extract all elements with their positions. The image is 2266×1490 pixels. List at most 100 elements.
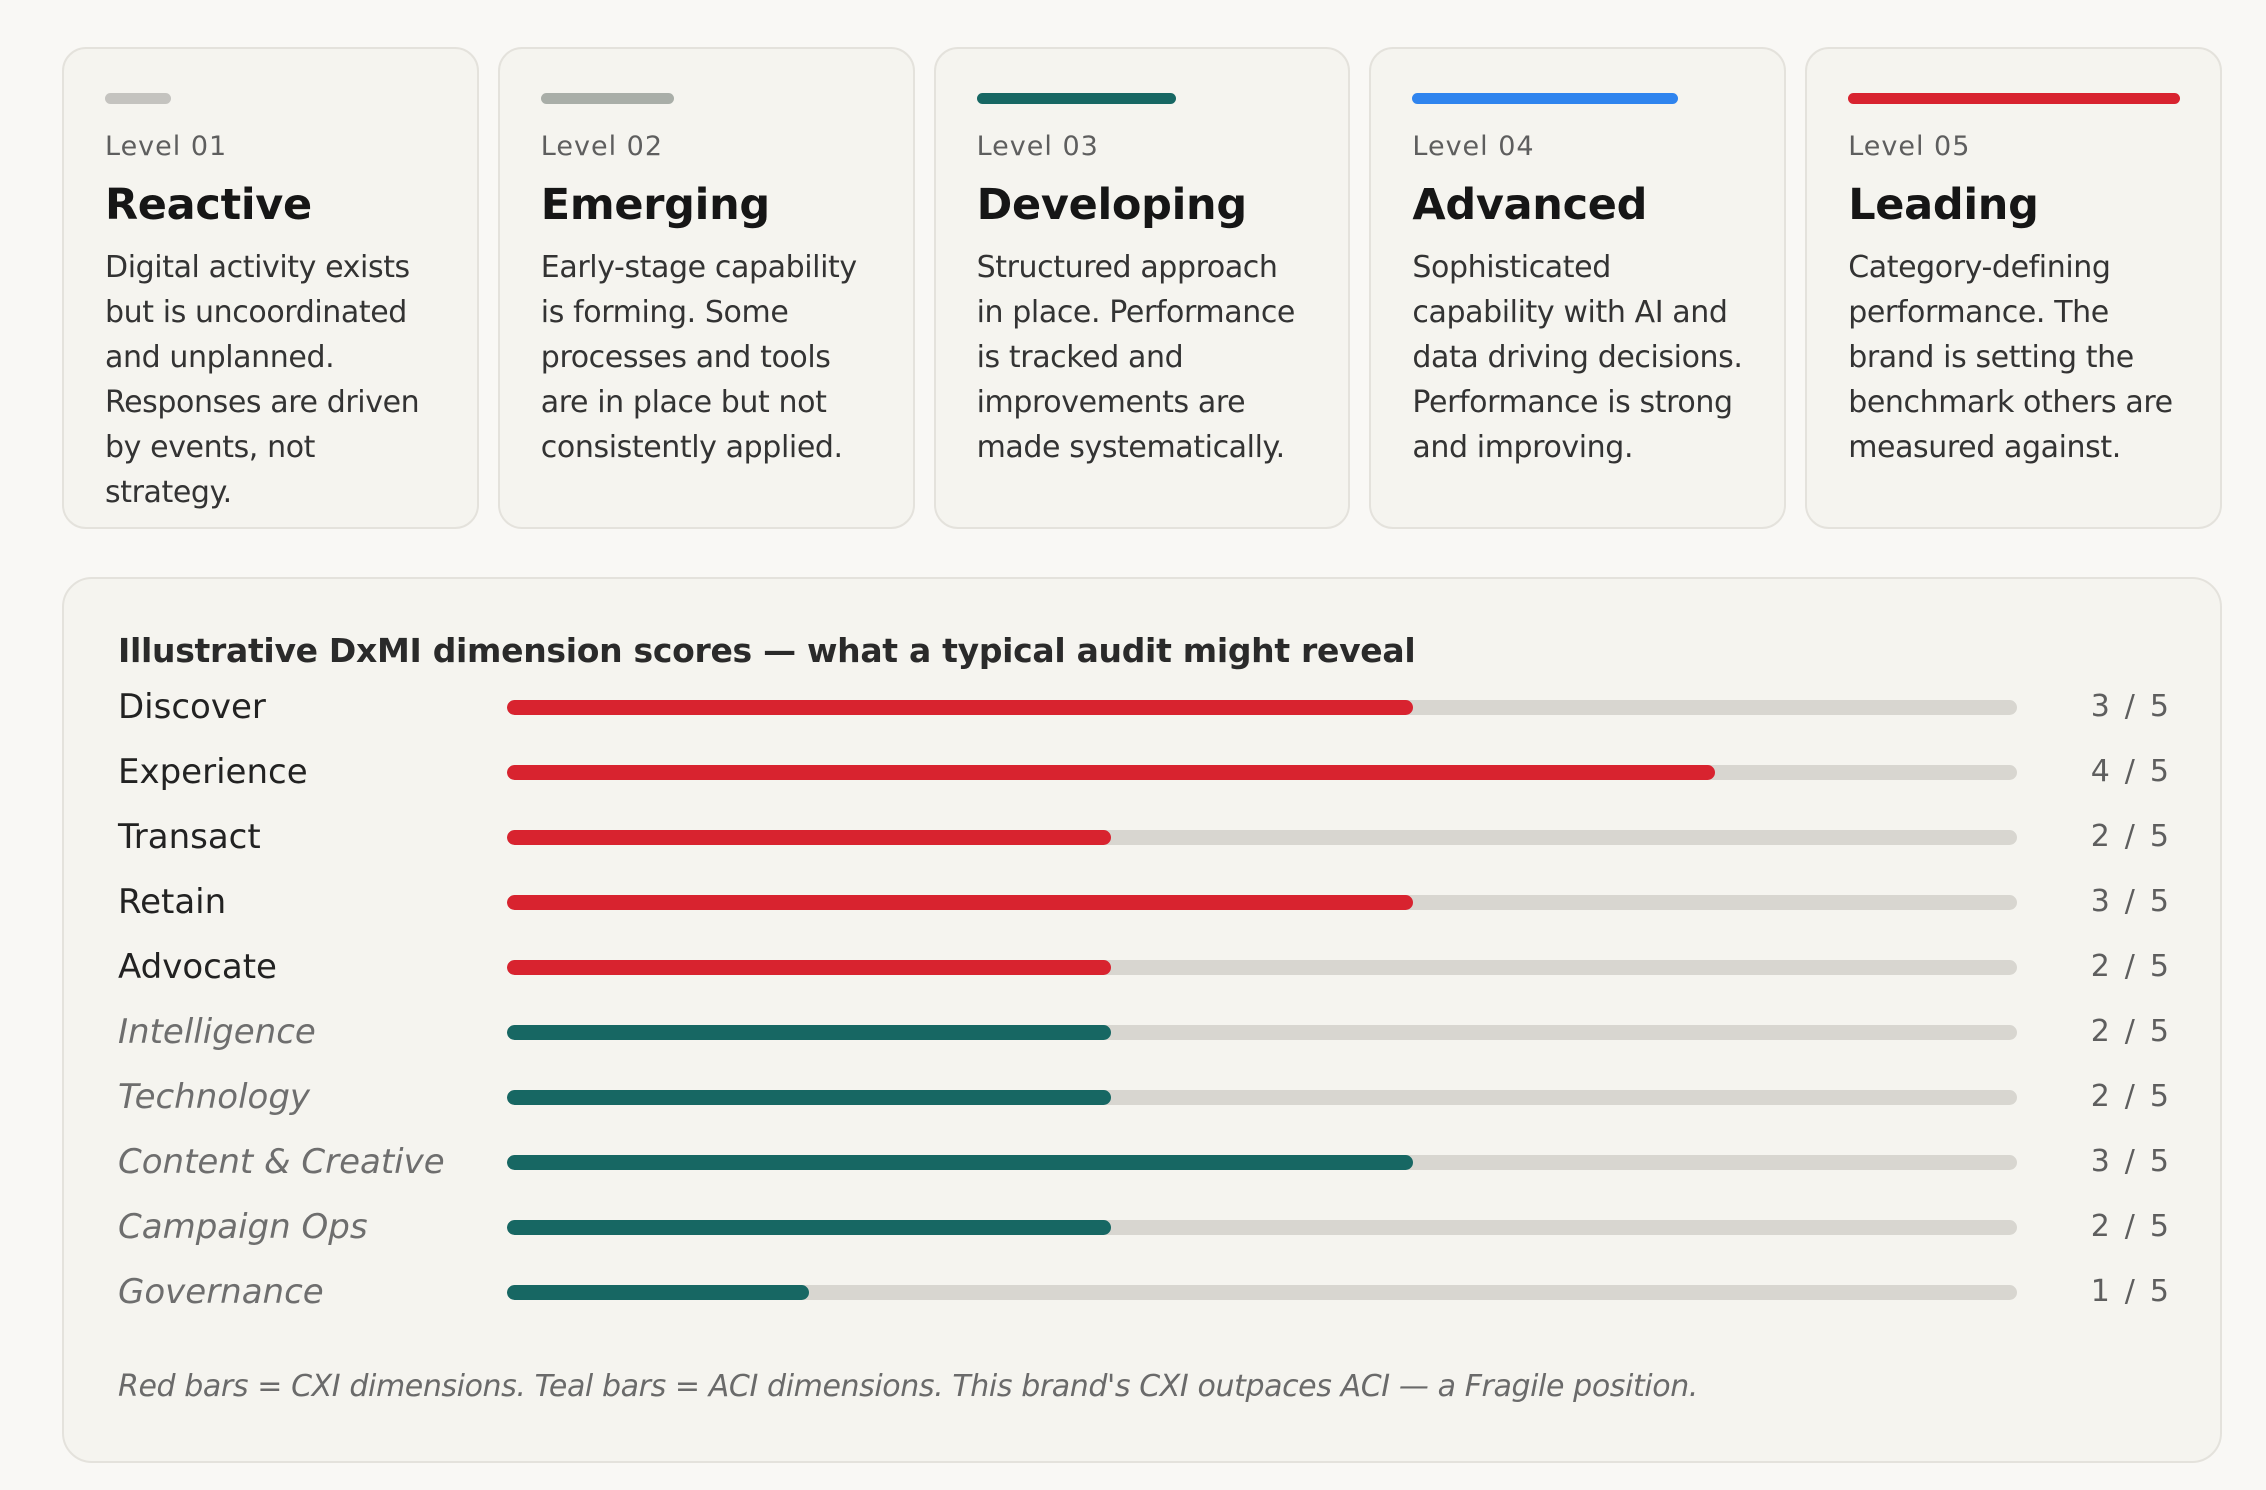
score-number: 2 bbox=[2090, 1079, 2111, 1114]
level-name: Emerging bbox=[540, 180, 770, 230]
score-separator: / bbox=[2124, 1274, 2136, 1309]
dimension-label: Governance bbox=[118, 1272, 324, 1312]
score-separator: / bbox=[2124, 1209, 2136, 1244]
level-accent-bar bbox=[976, 93, 1176, 104]
score-number: 3 bbox=[2090, 1144, 2111, 1179]
level-accent-bar bbox=[1848, 93, 2180, 104]
score-value: 2 / 5 bbox=[2091, 1071, 2170, 1123]
level-card-developing: Level 03 Developing Structured approach … bbox=[933, 47, 1351, 529]
score-value: 3 / 5 bbox=[2091, 876, 2170, 928]
score-number: 2 bbox=[2090, 819, 2111, 854]
dimension-label: Campaign Ops bbox=[118, 1207, 368, 1247]
level-description: Digital activity exists but is uncoordin… bbox=[105, 250, 420, 510]
score-bar-aci bbox=[507, 1285, 809, 1300]
score-bar-track bbox=[507, 895, 2017, 910]
score-separator: / bbox=[2124, 949, 2136, 984]
score-bar-track bbox=[507, 1090, 2017, 1105]
dimension-label: Retain bbox=[118, 882, 227, 922]
score-row: Campaign Ops 2 / 5 bbox=[118, 1201, 2170, 1253]
score-number: 3 bbox=[2090, 689, 2111, 724]
score-row: Intelligence 2 / 5 bbox=[118, 1006, 2170, 1058]
level-card-emerging: Level 02 Emerging Early-stage capability… bbox=[497, 47, 915, 529]
score-bar-track bbox=[507, 1155, 2017, 1170]
level-description: Sophisticated capability with AI and dat… bbox=[1412, 250, 1743, 465]
level-description: Category-defining performance. The brand… bbox=[1848, 250, 2173, 465]
score-row: Technology 2 / 5 bbox=[118, 1071, 2170, 1123]
score-row: Content & Creative 3 / 5 bbox=[118, 1136, 2170, 1188]
score-number: 1 bbox=[2090, 1274, 2111, 1309]
score-value: 3 / 5 bbox=[2091, 1136, 2170, 1188]
score-bar-aci bbox=[507, 1025, 1111, 1040]
level-card-advanced: Level 04 Advanced Sophisticated capabili… bbox=[1369, 47, 1787, 529]
score-bar-track bbox=[507, 1025, 2017, 1040]
score-row: Transact 2 / 5 bbox=[118, 811, 2170, 863]
score-max: 5 bbox=[2149, 1144, 2170, 1179]
score-max: 5 bbox=[2149, 1079, 2170, 1114]
score-value: 3 / 5 bbox=[2091, 681, 2170, 733]
score-max: 5 bbox=[2149, 1209, 2170, 1244]
dimension-scores-panel: Illustrative DxMI dimension scores — wha… bbox=[62, 577, 2222, 1463]
dimension-label: Experience bbox=[118, 752, 308, 792]
score-value: 2 / 5 bbox=[2091, 941, 2170, 993]
score-max: 5 bbox=[2149, 754, 2170, 789]
score-bar-track bbox=[507, 1220, 2017, 1235]
score-number: 4 bbox=[2090, 754, 2111, 789]
score-number: 3 bbox=[2090, 884, 2111, 919]
maturity-levels: Level 01 Reactive Digital activity exist… bbox=[62, 47, 2222, 529]
score-max: 5 bbox=[2149, 1274, 2170, 1309]
score-value: 2 / 5 bbox=[2091, 811, 2170, 863]
score-bar-aci bbox=[507, 1155, 1413, 1170]
score-row: Retain 3 / 5 bbox=[118, 876, 2170, 928]
score-separator: / bbox=[2124, 884, 2136, 919]
level-number: Level 01 bbox=[105, 131, 228, 162]
level-number: Level 05 bbox=[1848, 131, 1971, 162]
score-bar-cxi bbox=[507, 960, 1111, 975]
score-max: 5 bbox=[2149, 689, 2170, 724]
dimension-label: Discover bbox=[118, 687, 266, 727]
level-number: Level 04 bbox=[1412, 131, 1535, 162]
level-accent-bar bbox=[1412, 93, 1678, 104]
score-row: Experience 4 / 5 bbox=[118, 746, 2170, 798]
score-number: 2 bbox=[2090, 1014, 2111, 1049]
score-max: 5 bbox=[2149, 884, 2170, 919]
level-name: Developing bbox=[976, 180, 1248, 230]
score-row: Governance 1 / 5 bbox=[118, 1266, 2170, 1318]
score-number: 2 bbox=[2090, 1209, 2111, 1244]
score-separator: / bbox=[2124, 1079, 2136, 1114]
score-bar-cxi bbox=[507, 700, 1413, 715]
scores-title: Illustrative DxMI dimension scores — wha… bbox=[118, 631, 1416, 670]
level-name: Reactive bbox=[105, 180, 312, 230]
score-bar-track bbox=[507, 1285, 2017, 1300]
score-value: 2 / 5 bbox=[2091, 1006, 2170, 1058]
score-value: 1 / 5 bbox=[2091, 1266, 2170, 1318]
score-max: 5 bbox=[2149, 1014, 2170, 1049]
score-separator: / bbox=[2124, 819, 2136, 854]
score-bar-track bbox=[507, 700, 2017, 715]
score-bar-track bbox=[507, 960, 2017, 975]
level-name: Leading bbox=[1848, 180, 2039, 230]
score-bar-track bbox=[507, 830, 2017, 845]
level-accent-bar bbox=[540, 93, 674, 104]
level-accent-bar bbox=[105, 93, 172, 104]
scores-legend-note: Red bars = CXI dimensions. Teal bars = A… bbox=[118, 1369, 1698, 1404]
dimension-label: Technology bbox=[118, 1077, 311, 1117]
level-card-leading: Level 05 Leading Category-defining perfo… bbox=[1805, 47, 2222, 529]
score-separator: / bbox=[2124, 689, 2136, 724]
score-bar-cxi bbox=[507, 765, 1715, 780]
dimension-label: Advocate bbox=[118, 947, 277, 987]
score-bar-cxi bbox=[507, 895, 1413, 910]
level-name: Advanced bbox=[1412, 180, 1648, 230]
level-number: Level 02 bbox=[540, 131, 664, 162]
dimension-label: Intelligence bbox=[118, 1012, 316, 1052]
dimension-label: Content & Creative bbox=[118, 1142, 445, 1182]
score-separator: / bbox=[2124, 754, 2136, 789]
score-bar-aci bbox=[507, 1090, 1111, 1105]
score-max: 5 bbox=[2149, 819, 2170, 854]
score-bar-track bbox=[507, 765, 2017, 780]
score-separator: / bbox=[2124, 1014, 2136, 1049]
score-row: Discover 3 / 5 bbox=[118, 681, 2170, 733]
dimension-label: Transact bbox=[118, 817, 261, 857]
score-bar-aci bbox=[507, 1220, 1111, 1235]
score-max: 5 bbox=[2149, 949, 2170, 984]
level-description: Early-stage capability is forming. Some … bbox=[540, 250, 857, 465]
